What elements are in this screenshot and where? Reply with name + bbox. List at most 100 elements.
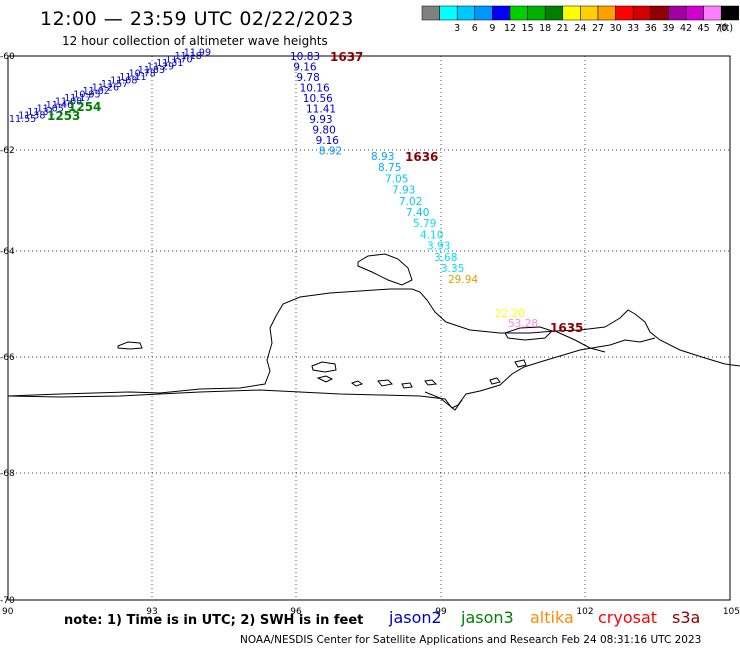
swh-value: 9.16	[293, 62, 317, 74]
swh-value: 11.26	[92, 83, 119, 94]
satellite-label-s3a: s3a	[672, 608, 701, 627]
legend-units: (ft)	[719, 23, 733, 34]
ice-shelf-south	[424, 391, 463, 411]
legend-swatch	[421, 5, 440, 21]
swh-value: 10.78	[129, 69, 156, 80]
coastline	[7, 253, 740, 411]
legend-label: 36	[645, 23, 657, 34]
legend-swatch	[527, 5, 546, 21]
lat-tick-label: -60	[0, 52, 15, 62]
swh-value: 9.80	[312, 125, 335, 137]
island-west	[117, 341, 143, 350]
legend-swatch	[509, 5, 528, 21]
satellite-label-jason2: jason2	[389, 608, 442, 627]
legend-label: 6	[472, 23, 478, 34]
legend-swatch	[562, 5, 581, 21]
swh-value: 11.05	[37, 104, 64, 115]
legend-label: 39	[662, 23, 674, 34]
swh-value: 11.38	[18, 111, 45, 122]
legend-swatch	[650, 5, 669, 21]
swh-value: 9.16	[316, 135, 340, 147]
legend-swatch	[492, 5, 511, 21]
legend-swatch	[580, 5, 599, 21]
track-jason2-1636: 8.938.757.057.937.027.405.794.103.933.68…	[371, 150, 478, 286]
swh-value: 11.55	[9, 114, 36, 125]
legend-swatch	[703, 5, 722, 21]
track-jason2-1637: 10.839.169.7810.1610.5611.419.939.809.16…	[290, 50, 363, 158]
swh-value: 11.02	[83, 86, 110, 97]
legend-label: 21	[557, 23, 569, 34]
swh-value: 8.93	[371, 151, 394, 163]
coastline-main	[7, 288, 740, 397]
swh-value: 3.35	[441, 263, 464, 275]
satellite-label-altika: altika	[530, 608, 574, 627]
ice-east	[554, 330, 606, 353]
lake-east	[504, 326, 553, 341]
lon-tick-label: 96	[290, 607, 302, 617]
swh-value: 11.57	[101, 79, 128, 90]
lat-tick-label: -64	[0, 247, 15, 257]
color-legend: 3 6 9 12 15 18 21 24 27 30 33 36 39 42 45 70(ft)	[421, 5, 740, 34]
swh-value: 11.17	[64, 93, 91, 104]
legend-swatch	[720, 5, 740, 21]
swh-value: 29.94	[448, 274, 478, 286]
swh-value: 10.16	[300, 83, 330, 95]
swh-value: 11.46	[46, 100, 73, 111]
swh-value: 8.92	[319, 146, 342, 158]
island-north	[357, 253, 413, 286]
island-small-2	[316, 375, 334, 383]
altimeter-tracks: 10.839.169.7810.1610.5611.419.939.809.16…	[9, 48, 583, 336]
coastline-south	[7, 337, 656, 409]
swh-value: 11.99	[184, 48, 211, 59]
pass-time-label: 1635	[550, 321, 583, 335]
lon-tick-label: 99	[435, 607, 447, 617]
legend-label: 70	[715, 23, 727, 34]
swh-value: 11.11	[119, 72, 146, 83]
legend-label: 42	[680, 23, 692, 34]
legend-label: 18	[539, 23, 551, 34]
swh-value: 11.41	[306, 104, 336, 116]
swh-value: 22.20	[495, 308, 525, 320]
swh-value: 8.75	[378, 162, 401, 174]
lat-tick-label: -68	[0, 469, 15, 479]
legend-label: 33	[627, 23, 639, 34]
island-small-8	[514, 359, 527, 368]
swh-value: 11.83	[138, 65, 165, 76]
map-title: 12:00 — 23:59 UTC 02/22/2023	[40, 8, 354, 30]
legend-swatch	[456, 5, 476, 21]
swh-value: 11.31	[27, 107, 54, 118]
swh-value: 7.05	[385, 173, 408, 185]
swh-value: 11.08	[110, 76, 137, 87]
legend-swatch	[439, 5, 458, 21]
legend-label: 9	[489, 23, 495, 34]
lat-tick-label: -70	[0, 596, 15, 606]
legend-label: 3	[454, 23, 460, 34]
swh-value: 10.95	[73, 90, 100, 101]
footer-credit: NOAA/NESDIS Center for Satellite Applica…	[240, 634, 702, 646]
swh-value: 3.68	[434, 252, 457, 264]
legend-swatch	[632, 5, 652, 21]
swh-value: 7.02	[399, 196, 422, 208]
pass-time-label: 1253	[47, 109, 80, 123]
swh-value: 3.93	[427, 241, 450, 253]
satellite-label-jason3: jason3	[461, 608, 514, 627]
map-subtitle: 12 hour collection of altimeter wave hei…	[62, 34, 328, 48]
pass-time-label: 1637	[330, 50, 363, 64]
swh-value: 53.28	[508, 318, 538, 330]
legend-label: 27	[592, 23, 604, 34]
island-small-6	[424, 379, 438, 386]
lon-tick-label: 102	[576, 607, 593, 617]
legend-swatch	[597, 5, 616, 21]
footer-note: note: 1) Time is in UTC; 2) SWH is in fe…	[64, 613, 364, 628]
legend-swatch	[474, 5, 493, 21]
pass-time-label: 1636	[405, 150, 438, 164]
swh-value: 5.79	[413, 218, 436, 230]
swh-value: 4.10	[420, 229, 443, 241]
swh-value: 11.70	[165, 55, 192, 66]
swh-value: 11.29	[147, 62, 174, 73]
swh-value: 10.56	[303, 93, 333, 105]
